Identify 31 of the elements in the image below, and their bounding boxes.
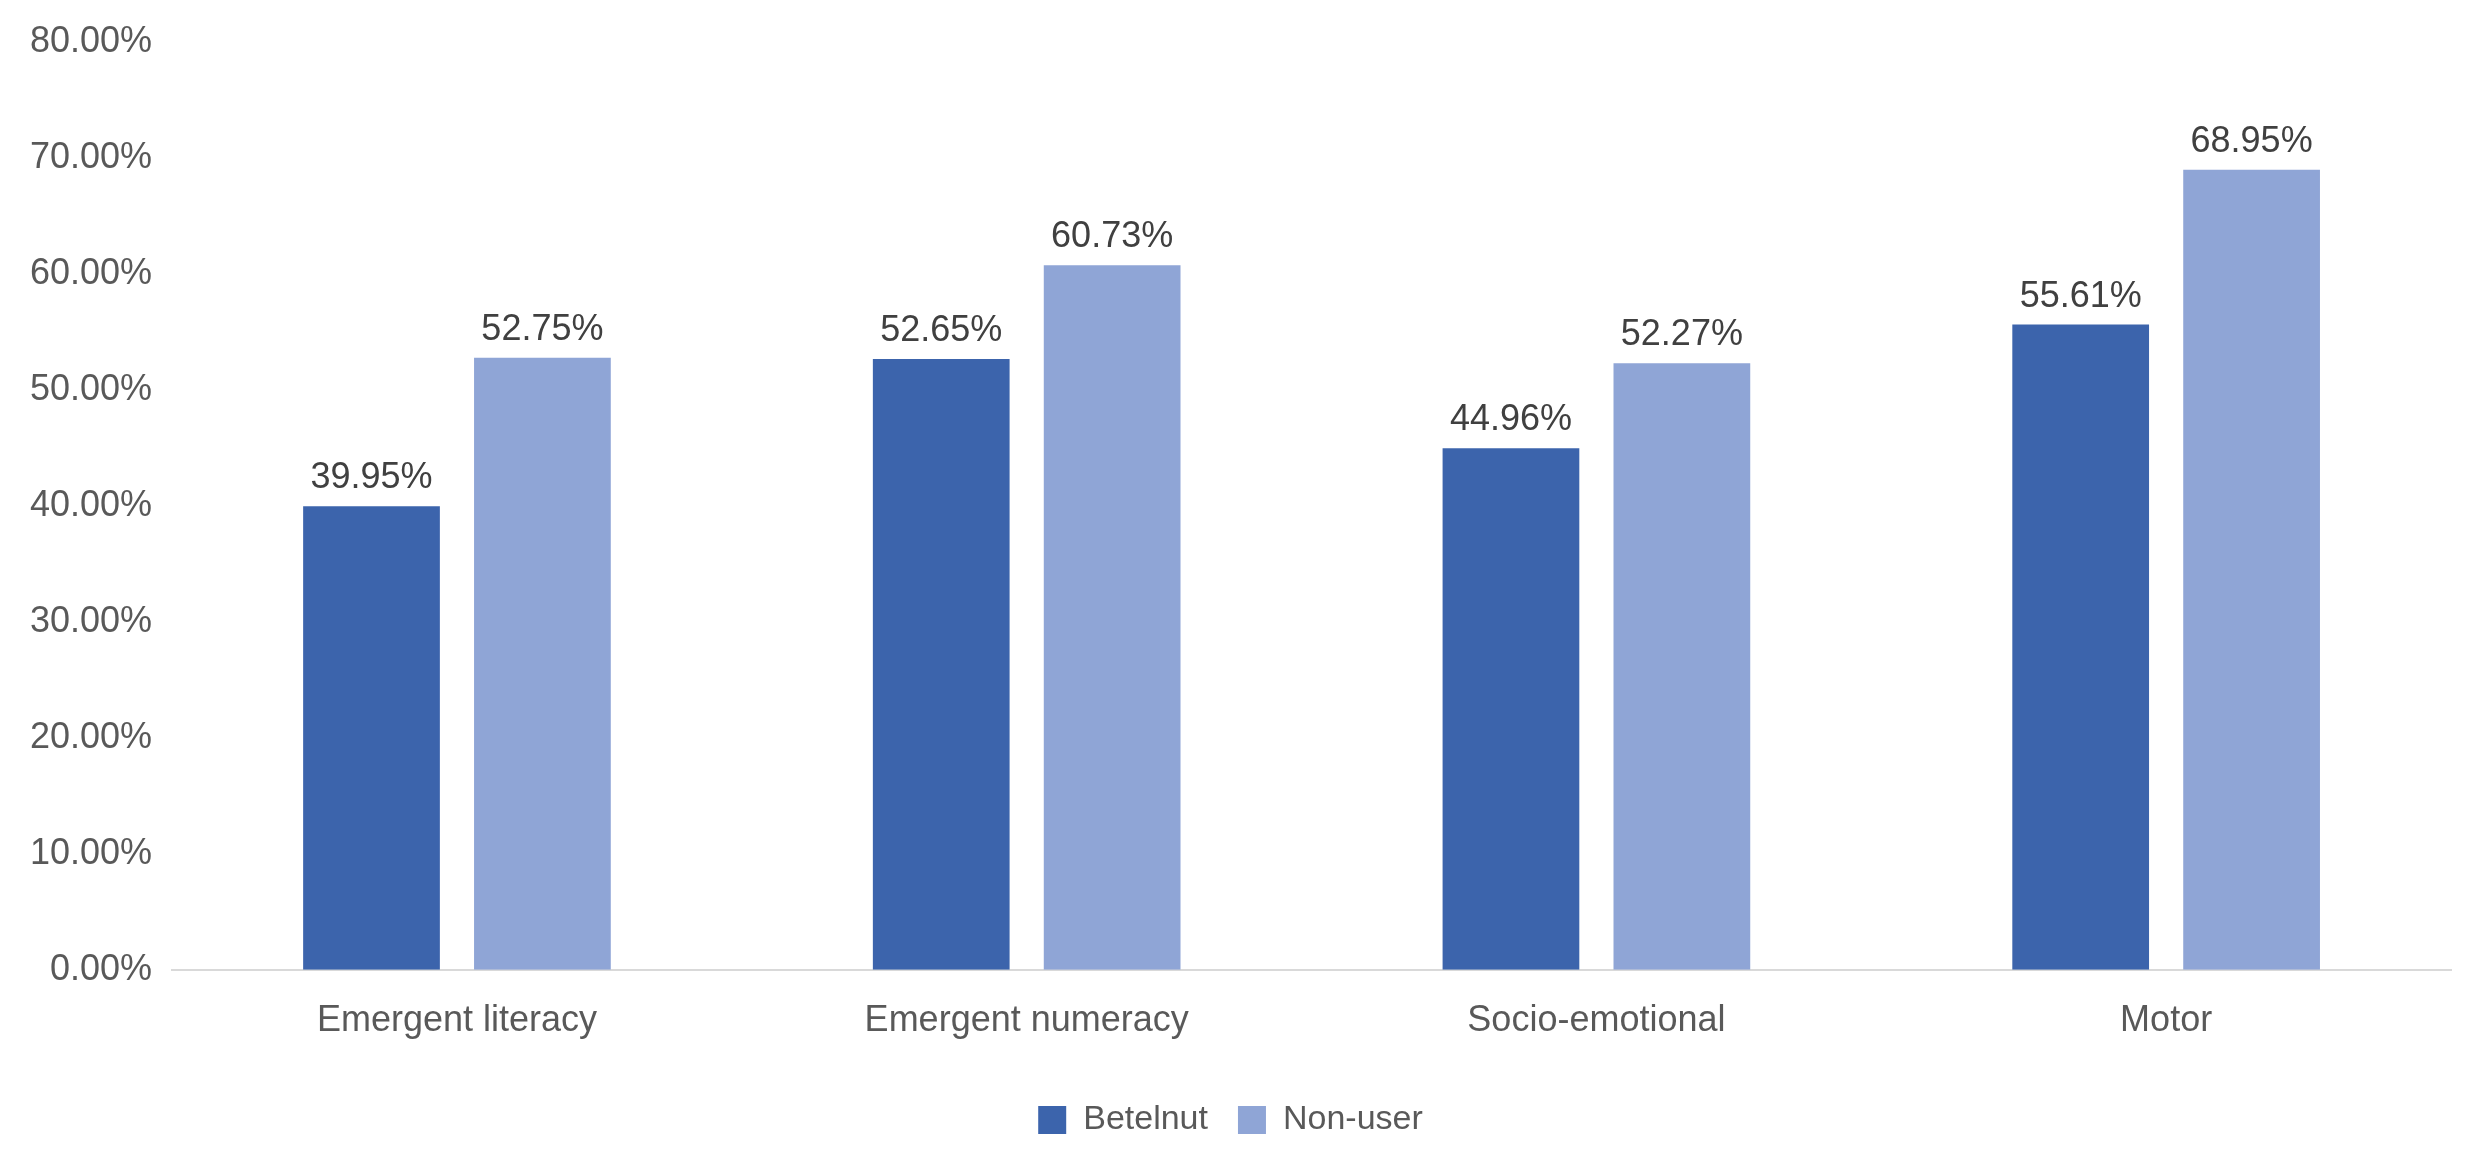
- bar: [1043, 265, 1181, 970]
- x-tick-label: Emergent numeracy: [864, 998, 1189, 1040]
- y-tick-label: 80.00%: [29, 18, 153, 60]
- data-label: 39.95%: [310, 455, 433, 497]
- legend-label: Betelnut: [1083, 1098, 1209, 1137]
- y-tick-label: 40.00%: [29, 482, 153, 524]
- bar: [1442, 448, 1580, 970]
- bar: [2012, 324, 2150, 970]
- bar: [303, 506, 440, 970]
- bar: [1613, 363, 1751, 970]
- bar: [2183, 169, 2320, 970]
- data-label: 52.75%: [481, 306, 604, 348]
- data-label: 52.65%: [880, 307, 1003, 349]
- x-tick-label: Socio-emotional: [1467, 998, 1726, 1040]
- y-tick-label: 70.00%: [29, 134, 153, 176]
- data-label: 55.61%: [2019, 273, 2142, 315]
- y-tick-label: 20.00%: [29, 714, 153, 756]
- data-label: 68.95%: [2190, 118, 2313, 160]
- bar: [872, 358, 1010, 970]
- y-tick-label: 10.00%: [29, 830, 153, 872]
- data-label: 60.73%: [1051, 214, 1174, 256]
- y-tick-label: 60.00%: [29, 250, 153, 292]
- y-tick-label: 50.00%: [29, 366, 153, 408]
- x-tick-label: Emergent literacy: [316, 998, 598, 1040]
- bar: [474, 357, 611, 970]
- legend-label: Non-user: [1282, 1098, 1423, 1137]
- y-tick-label: 30.00%: [29, 598, 153, 640]
- data-label: 44.96%: [1449, 397, 1573, 439]
- x-tick-label: Motor: [2120, 998, 2213, 1040]
- data-label: 52.27%: [1620, 312, 1743, 354]
- y-tick-label: 0.00%: [50, 946, 153, 988]
